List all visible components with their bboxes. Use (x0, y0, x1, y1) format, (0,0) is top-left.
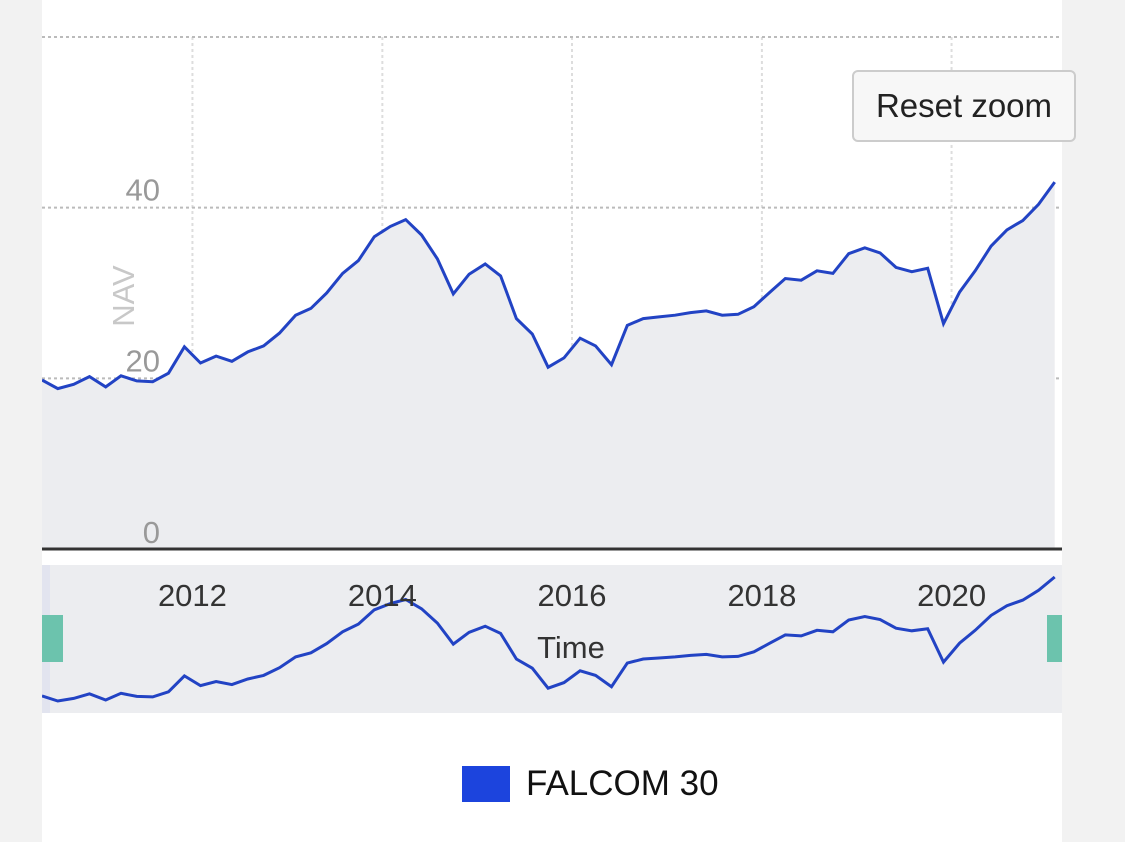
series-area-fill (42, 182, 1055, 549)
chart-card: 0 20 40 NAV Time 2012 2014 2016 2018 2020 Rese… (42, 0, 1076, 842)
x-tick-label: 2020 (917, 578, 986, 613)
navigator[interactable] (42, 565, 1062, 713)
navigator-series-line (42, 575, 1056, 703)
y-tick-label: 40 (126, 173, 160, 208)
legend-item[interactable]: FALCOM 30 (462, 764, 719, 803)
reset-zoom-button[interactable]: Reset zoom (852, 70, 1076, 142)
y-tick-label: 0 (143, 515, 160, 550)
legend-label: FALCOM 30 (526, 764, 719, 803)
legend-swatch (462, 766, 510, 802)
x-tick-label: 2014 (348, 578, 417, 613)
y-tick-label: 20 (126, 343, 160, 378)
nav-chart[interactable]: 0 20 40 NAV Time 2012 2014 2016 2018 2020 (42, 0, 1062, 842)
series-line[interactable] (42, 181, 1056, 391)
x-tick-label: 2018 (727, 578, 796, 613)
x-tick-label: 2016 (538, 578, 607, 613)
y-axis-title: NAV (106, 265, 141, 327)
navigator-left-handle[interactable] (42, 615, 63, 662)
y-axis-ticks: 0 20 40 (126, 173, 160, 550)
x-axis-ticks: 2012 2014 2016 2018 2020 (158, 578, 986, 613)
main-plot[interactable] (42, 181, 1056, 549)
x-tick-label: 2012 (158, 578, 227, 613)
navigator-right-handle[interactable] (1047, 615, 1062, 662)
x-axis-title: Time (537, 630, 605, 665)
